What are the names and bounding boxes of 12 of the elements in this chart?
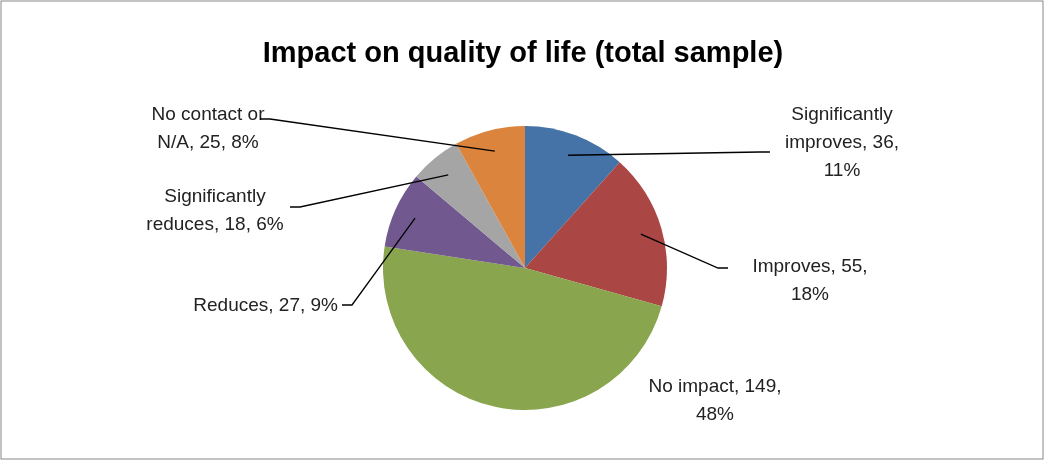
slice-label: Improves, 55, 18% — [752, 255, 868, 304]
pie-slice — [525, 126, 620, 268]
pie-slice — [416, 143, 525, 268]
pie-slice — [384, 176, 525, 268]
slice-label: Reduces, 27, 9% — [193, 294, 339, 315]
slice-label: No contact or N/A, 25, 8% — [151, 103, 266, 152]
slice-label: Significantly reduces, 18, 6% — [146, 185, 284, 234]
pie-slice — [525, 162, 667, 307]
slice-label: Significantly improves, 36, 11% — [784, 103, 900, 180]
pie-slice — [456, 126, 525, 268]
chart-title: Impact on quality of life (total sample) — [262, 36, 784, 68]
slice-label: No impact, 149, 48% — [648, 375, 782, 424]
